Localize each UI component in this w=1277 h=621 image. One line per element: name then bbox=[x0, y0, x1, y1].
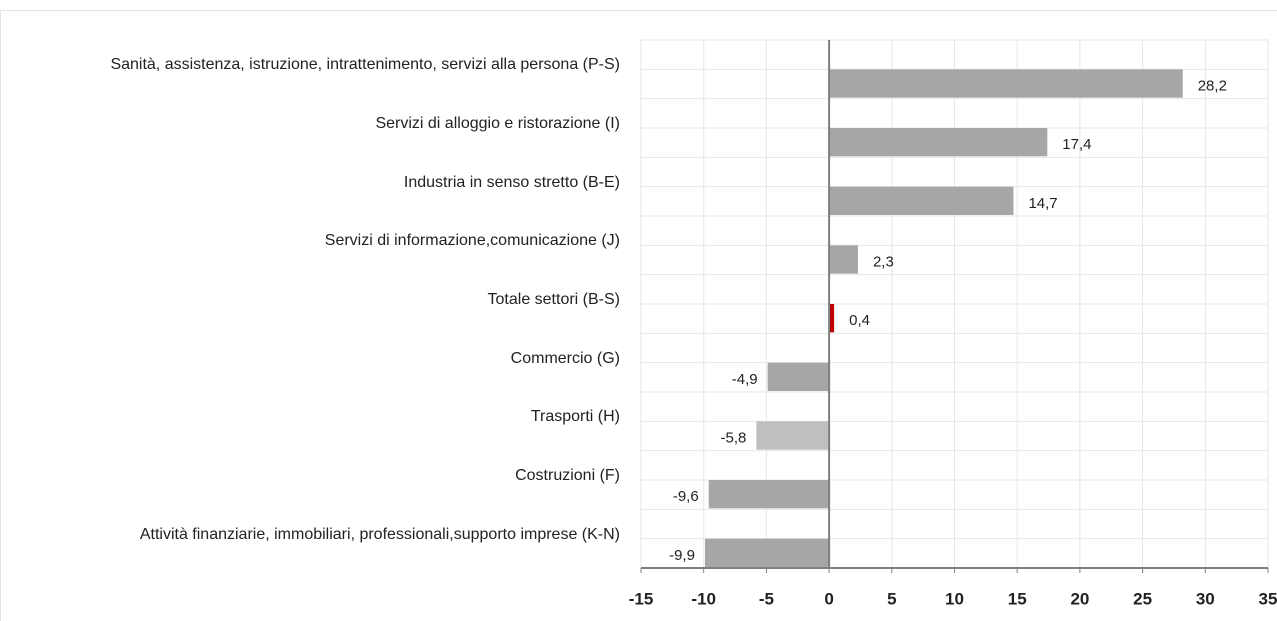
bar bbox=[829, 69, 1183, 98]
category-label: Commercio (G) bbox=[510, 349, 620, 367]
x-tick-label: 35 bbox=[1259, 589, 1277, 608]
category-label: Costruzioni (F) bbox=[515, 467, 620, 484]
x-tick-label: -15 bbox=[629, 589, 654, 608]
x-tick-label: 20 bbox=[1070, 589, 1089, 608]
data-label: 0,4 bbox=[849, 312, 870, 329]
bar bbox=[708, 480, 830, 509]
x-tick-label: 5 bbox=[887, 589, 896, 608]
category-label: Servizi di alloggio e ristorazione (I) bbox=[375, 115, 620, 132]
category-label: Trasporti (H) bbox=[530, 408, 620, 426]
x-tick-label: 15 bbox=[1008, 589, 1027, 608]
category-label: Industria in senso stretto (B-E) bbox=[403, 173, 620, 191]
bar bbox=[767, 362, 830, 391]
data-label: -9,9 bbox=[669, 547, 695, 564]
category-label: Sanità, assistenza, istruzione, intratte… bbox=[110, 56, 620, 74]
bar bbox=[756, 421, 830, 450]
x-tick-label: -10 bbox=[691, 589, 716, 608]
data-label: 14,7 bbox=[1028, 195, 1057, 212]
x-tick-label: 0 bbox=[824, 589, 833, 608]
category-label: Servizi di informazione,comunicazione (J… bbox=[324, 232, 620, 250]
bar bbox=[829, 186, 1014, 215]
bar bbox=[829, 245, 858, 274]
data-label: 2,3 bbox=[873, 253, 894, 270]
x-tick-label: 30 bbox=[1196, 589, 1215, 608]
bar bbox=[704, 538, 830, 567]
frame bbox=[0, 10, 1277, 621]
data-label: -5,8 bbox=[721, 429, 747, 446]
bar bbox=[829, 304, 835, 333]
category-label: Totale settori (B-S) bbox=[487, 291, 620, 308]
x-tick-label: -5 bbox=[759, 589, 774, 608]
data-label: 28,2 bbox=[1198, 77, 1227, 94]
data-label: -9,6 bbox=[673, 488, 699, 505]
bar bbox=[829, 128, 1048, 157]
category-label: Attività finanziarie, immobiliari, profe… bbox=[139, 525, 620, 543]
x-tick-label: 25 bbox=[1133, 589, 1152, 608]
data-label: -4,9 bbox=[732, 371, 758, 388]
x-tick-label: 10 bbox=[945, 589, 964, 608]
data-label: 17,4 bbox=[1062, 136, 1091, 153]
